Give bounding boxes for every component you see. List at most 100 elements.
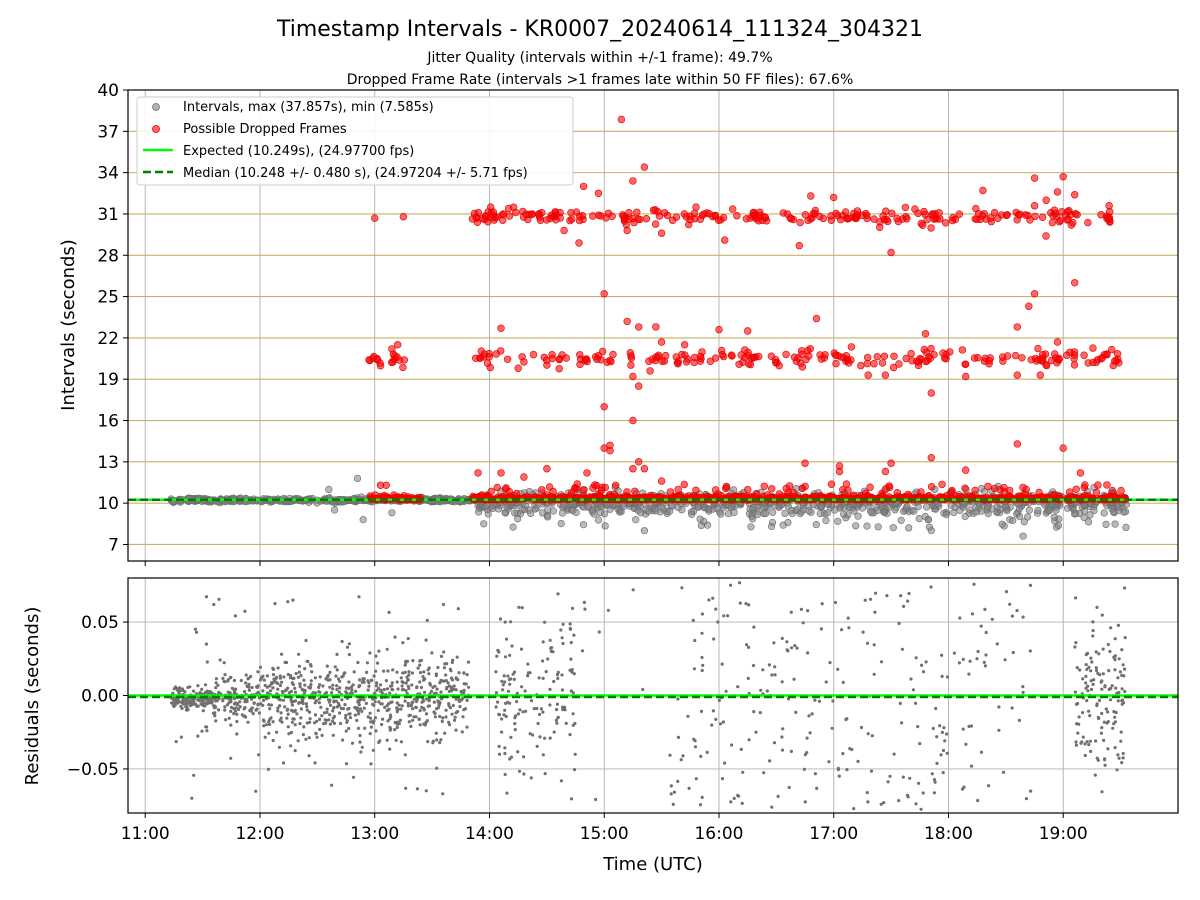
residuals-x-ticks: 11:00 12:00 13:00 14:00 15:00 16:00 17:00 18:00…	[121, 813, 1088, 844]
interval-point	[850, 507, 858, 515]
residual-point	[232, 697, 236, 701]
residual-point	[340, 639, 344, 644]
residual-point	[508, 701, 512, 705]
residual-point	[571, 691, 575, 695]
interval-point	[1020, 518, 1028, 526]
interval-point	[961, 512, 969, 521]
residual-point	[398, 718, 402, 722]
dropped-frame-point	[535, 213, 544, 221]
residual-point	[861, 630, 865, 634]
residual-point	[1081, 711, 1085, 715]
residual-point	[410, 671, 414, 675]
residual-point	[517, 605, 521, 609]
residual-point	[467, 685, 471, 689]
residual-point	[286, 712, 290, 716]
interval-point	[781, 509, 789, 518]
residual-point	[701, 663, 705, 668]
residual-point	[1120, 648, 1124, 652]
residual-point	[1093, 773, 1097, 777]
intervals-y-axis-label: Intervals (seconds)	[58, 239, 79, 411]
residual-point	[305, 705, 309, 709]
residual-point	[298, 685, 302, 689]
residual-point	[289, 690, 293, 694]
dropped-frame-point	[985, 357, 993, 365]
dropped-frame-point	[365, 356, 373, 364]
dropped-frame-point	[1117, 486, 1125, 495]
residual-point	[356, 660, 360, 665]
dropped-frame-point	[382, 481, 390, 489]
residual-point	[423, 723, 427, 727]
residual-point	[961, 657, 965, 662]
dropped-frame-point	[1103, 481, 1111, 489]
residual-point	[386, 669, 390, 673]
residual-point	[770, 673, 774, 677]
residual-point	[1116, 753, 1120, 757]
dropped-frame-point	[474, 469, 482, 477]
residual-point	[278, 704, 282, 708]
residual-point	[465, 698, 469, 703]
residual-point	[308, 663, 313, 667]
x-tick-label: 12:00	[235, 824, 284, 844]
residual-point	[229, 723, 233, 727]
dropped-frame-point	[870, 360, 878, 368]
residual-point	[286, 672, 290, 677]
residual-point	[222, 661, 226, 665]
y-tick-label: 37	[97, 122, 119, 142]
residual-point	[426, 668, 430, 672]
dropped-frame-point	[505, 487, 513, 496]
legend: Intervals, max (37.857s), min (7.585s) P…	[136, 96, 574, 186]
residual-point	[190, 796, 194, 800]
residual-point	[384, 679, 388, 683]
residual-point	[216, 708, 221, 712]
residual-point	[307, 710, 312, 714]
residual-point	[942, 726, 946, 730]
dropped-frame-point	[629, 416, 637, 425]
y-tick-label: 22	[97, 329, 119, 349]
residual-point	[328, 685, 332, 689]
residual-point	[1091, 682, 1095, 687]
residual-point	[242, 714, 246, 718]
residual-point	[740, 801, 744, 806]
dropped-frame-point	[720, 236, 729, 244]
residual-point	[451, 703, 455, 708]
dropped-frame-point	[893, 214, 901, 223]
residual-point	[1074, 743, 1078, 747]
residual-point	[328, 713, 332, 717]
dropped-frame-point	[1042, 196, 1050, 204]
residual-point	[365, 670, 369, 675]
interval-point	[753, 510, 762, 518]
interval-point	[353, 474, 362, 483]
dropped-frame-point	[486, 363, 494, 372]
residual-point	[504, 701, 508, 706]
dropped-frame-point	[555, 355, 563, 364]
residual-point	[1073, 690, 1077, 694]
dropped-frame-point	[908, 357, 916, 365]
interval-point	[666, 507, 674, 515]
residual-point	[568, 622, 572, 626]
residual-point	[290, 703, 294, 707]
y-tick-label: 31	[97, 205, 119, 225]
residual-point	[252, 701, 256, 706]
residual-point	[186, 685, 190, 690]
residual-point	[424, 638, 428, 642]
interval-point	[942, 510, 950, 519]
residual-point	[284, 688, 288, 692]
dropped-frame-point	[625, 215, 633, 223]
dropped-frame-point	[927, 344, 935, 353]
residual-point	[286, 725, 290, 729]
residual-point	[1083, 753, 1087, 758]
residual-point	[369, 725, 373, 729]
residual-point	[773, 665, 777, 669]
residual-point	[1112, 655, 1116, 659]
residual-point	[460, 730, 464, 734]
residual-point	[314, 732, 318, 736]
intervals-panel: 7 10 13 16 19 22 25 28 31 34 37 40 Intervals (secon…	[58, 81, 1179, 566]
dropped-frame-point	[692, 486, 700, 494]
residual-point	[739, 747, 743, 752]
residual-point	[717, 698, 721, 703]
residual-point	[313, 761, 317, 765]
dropped-frame-point	[903, 215, 911, 223]
residual-point	[1116, 699, 1120, 703]
residual-point	[214, 699, 218, 703]
dropped-frame-point	[1064, 208, 1072, 216]
